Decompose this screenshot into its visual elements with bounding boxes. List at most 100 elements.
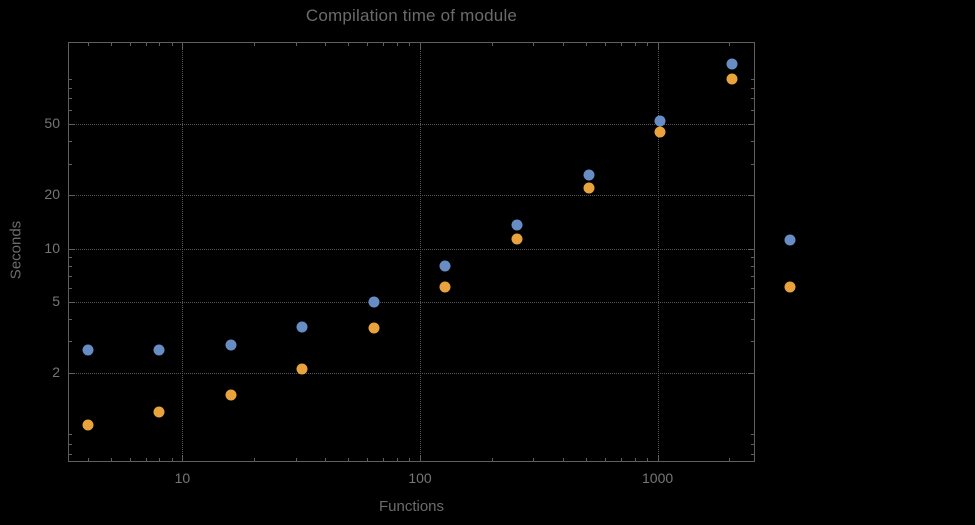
x-tick-label: 1000 [642,470,674,486]
y-tick-mark [69,265,72,267]
y-tick-mark [69,276,72,278]
x-tick-mark [253,458,255,461]
x-tick-mark [159,458,161,461]
y-tick-mark [751,98,754,100]
x-tick-label: 10 [174,470,191,486]
x-tick-mark [145,458,147,461]
x-tick-mark [348,43,350,46]
data-point-series-orange [82,419,94,431]
y-tick-mark [69,124,75,126]
x-tick-mark [159,43,161,46]
x-tick-mark [409,458,411,461]
y-tick-label: 20 [44,185,60,202]
x-axis-label: Functions [378,498,445,515]
y-tick-mark [751,87,754,89]
y-tick-mark [751,443,754,445]
data-point-series-blue [654,115,666,127]
y-tick-mark [69,87,72,89]
y-tick-mark [751,453,754,455]
x-tick-mark [491,43,493,46]
x-tick-mark [646,43,648,46]
x-tick-mark [129,43,131,46]
data-point-series-orange [153,406,165,418]
data-point-series-blue [225,339,237,351]
x-tick-mark [367,458,369,461]
y-tick-mark [751,265,754,267]
gridline-vertical [420,42,421,462]
x-tick-mark [253,43,255,46]
y-tick-mark [748,194,754,196]
x-tick-mark [325,43,327,46]
data-point-series-orange [511,233,523,245]
y-tick-label: 2 [52,363,60,380]
y-tick-mark [748,124,754,126]
y-tick-mark [751,141,754,143]
y-tick-mark [748,372,754,374]
data-point-series-blue [726,58,738,70]
x-tick-mark [620,458,622,461]
y-tick-mark [751,163,754,165]
data-point-series-blue [296,321,308,333]
data-point-series-blue [82,344,94,356]
x-tick-mark [171,43,173,46]
y-tick-label: 10 [44,239,60,256]
data-point-series-blue [439,260,451,272]
x-tick-mark [383,458,385,461]
y-tick-mark [69,110,72,112]
y-tick-mark [69,163,72,165]
x-tick-mark [145,43,147,46]
x-tick-mark [729,43,731,46]
y-tick-mark [748,302,754,304]
x-tick-label: 100 [408,470,432,486]
y-tick-mark [69,302,75,304]
y-tick-mark [751,434,754,436]
x-tick-mark [182,455,184,461]
x-tick-mark [182,43,184,49]
x-tick-mark [634,43,636,46]
y-tick-mark [69,78,72,80]
x-tick-mark [367,43,369,46]
x-tick-mark [620,43,622,46]
gridline-horizontal [68,302,755,304]
x-tick-mark [563,43,565,46]
x-tick-mark [586,458,588,461]
data-point-series-orange [654,126,666,138]
x-tick-mark [295,43,297,46]
data-point-series-blue [511,219,523,231]
x-tick-mark [586,43,588,46]
y-tick-mark [748,248,754,250]
x-tick-mark [409,43,411,46]
x-tick-mark [420,43,421,49]
x-tick-mark [533,458,535,461]
data-point-series-orange [368,322,380,334]
y-tick-mark [751,276,754,278]
y-tick-mark [751,287,754,289]
x-tick-mark [657,455,659,461]
data-point-series-orange [296,363,308,375]
y-tick-mark [69,287,72,289]
y-tick-mark [69,341,72,343]
legend-marker-1 [784,281,796,293]
x-tick-mark [110,43,112,46]
x-tick-mark [491,458,493,461]
y-tick-mark [69,248,75,250]
y-tick-label: 50 [44,115,60,132]
x-tick-mark [295,458,297,461]
y-tick-mark [751,319,754,321]
y-tick-mark [751,110,754,112]
x-tick-mark [646,458,648,461]
y-tick-mark [751,256,754,258]
y-tick-mark [69,453,72,455]
x-tick-mark [729,458,731,461]
y-tick-mark [69,194,75,196]
x-tick-mark [634,458,636,461]
y-tick-mark [69,141,72,143]
x-tick-mark [87,458,89,461]
gridline-horizontal [68,194,755,196]
y-tick-mark [69,319,72,321]
gridline-horizontal [68,124,755,126]
x-tick-mark [396,458,398,461]
x-tick-mark [87,43,89,46]
gridline-vertical [657,42,659,462]
data-point-series-orange [225,389,237,401]
